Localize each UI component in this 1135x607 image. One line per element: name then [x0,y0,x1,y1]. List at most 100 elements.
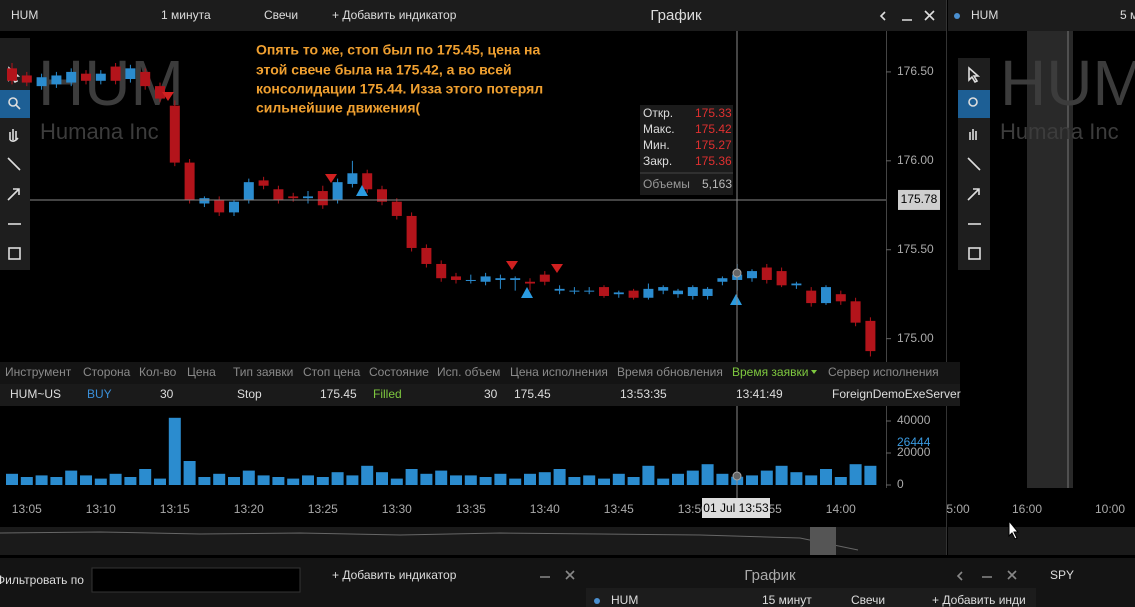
symbol[interactable]: HUM [11,8,38,22]
candle-body [288,196,299,199]
column-header[interactable]: Цена исполнения [510,365,608,379]
line-tool[interactable] [967,157,981,171]
watermark-name: Humana Inc [40,119,159,144]
window-controls[interactable] [879,10,935,21]
right-interval[interactable]: 5 м [1120,8,1135,22]
interval[interactable]: 1 минута [161,8,211,22]
signals [162,92,742,305]
watermark-name: Humana Inc [1000,119,1119,144]
time-label: 5:00 [946,502,970,516]
crosshair-dot [732,268,742,278]
hand-tool[interactable] [9,129,19,142]
sell-signal [325,174,337,183]
add-indicator[interactable]: + Добавить индикатор [332,8,457,22]
volume-bar [272,477,285,485]
mouse-cursor [1008,519,1020,540]
volume-bar [657,478,670,485]
volume-bar [849,464,862,485]
volume-label: 0 [897,477,904,491]
line-tool[interactable] [7,157,21,171]
volume-bar [464,475,477,485]
sell-signal [162,92,174,101]
volume-bar [242,470,255,485]
chart-style[interactable]: Свечи [264,8,298,22]
candle-body [480,276,491,282]
column-header[interactable]: Сервер исполнения [828,365,939,379]
zoom-tool[interactable] [8,97,18,107]
volume-bar [716,473,729,485]
column-header[interactable]: Инструмент [5,365,72,379]
symbol[interactable]: SPY [1050,568,1074,582]
candle-body [243,182,254,200]
zoom-tool[interactable] [968,97,978,107]
candle-body [391,201,402,216]
column-header[interactable]: Сторона [83,365,131,379]
volume-bar [257,475,270,485]
symbol[interactable]: HUM [611,593,638,607]
candle-body [51,75,62,85]
add-indicator[interactable]: + Добавить индикатор [332,568,457,582]
column-header[interactable]: Тип заявки [233,365,293,379]
order-cell: Stop [237,387,262,401]
navigator [0,527,946,555]
candle-body [303,196,313,199]
price-label: 176.00 [897,153,934,167]
volume-bar [864,465,877,485]
navigator-window[interactable] [810,527,836,555]
volume-bar [35,475,48,485]
annotation-line: консолидации 175.44. Изза этого потерял [256,81,543,97]
column-header[interactable]: Время заявки [732,365,808,379]
candle-body [613,292,624,295]
zoom-tool-active[interactable] [0,90,30,118]
order-cell: ForeignDemoExeServer [832,387,961,401]
volume-bar [302,475,314,485]
candle-body [465,279,476,281]
add-indicator[interactable]: + Добавить инди [932,593,1026,607]
candle-body [747,271,757,279]
time-label: 13:10 [86,502,116,516]
filter-input[interactable] [91,567,301,593]
volume-bar [109,473,122,485]
volume-current: 26444 [897,435,931,449]
pointer-tool[interactable] [968,66,981,84]
right-symbol[interactable]: HUM [971,8,998,22]
rect-tool[interactable] [968,247,981,260]
annotation-line: этой свече была на 175.42, а во всей [256,62,512,78]
volume-bar [80,475,92,485]
buy-signal [730,294,742,305]
candle-body [214,199,225,213]
arrow-tool[interactable] [967,188,980,201]
chart-style[interactable]: Свечи [851,593,885,607]
time-label: 13:45 [604,502,634,516]
hand-tool[interactable] [969,129,977,140]
volume-bar [538,472,551,485]
rect-tool[interactable] [8,247,21,260]
column-header[interactable]: Время обновления [617,365,723,379]
ohlc-tooltip: Объемы 5,163 Откр. 175.33 Макс. 175.42 Мин. 1… [640,105,733,195]
annotation-line: сильнейшие движения( [256,100,421,116]
link-dot[interactable] [954,13,960,19]
column-header[interactable]: Стоп цена [303,365,361,379]
column-header[interactable]: Исп. объем [437,365,500,379]
volume-bar [834,477,847,485]
column-header[interactable]: Состояние [369,365,429,379]
interval[interactable]: 15 минут [762,593,812,607]
right-navigator [948,527,1135,555]
zoom-tool-handle [15,104,21,110]
orders-row[interactable] [0,384,960,406]
price-label: 176.50 [897,64,934,78]
volume-bar [583,475,596,485]
candle-body [702,288,713,296]
column-header[interactable]: Кол-во [139,365,177,379]
zoom-tool-active[interactable] [958,90,990,118]
window-controls[interactable] [540,570,1017,581]
annotation-line: Опять то же, стоп был по 175.45, цена на [256,42,541,58]
price-label: 175.50 [897,242,934,256]
link-dot[interactable] [594,598,600,604]
column-header[interactable]: Цена [187,365,216,379]
tooltip-label: Макс. [643,122,675,136]
candle-body [406,215,417,248]
arrow-tool[interactable] [7,188,20,201]
sort-indicator[interactable] [811,370,817,374]
